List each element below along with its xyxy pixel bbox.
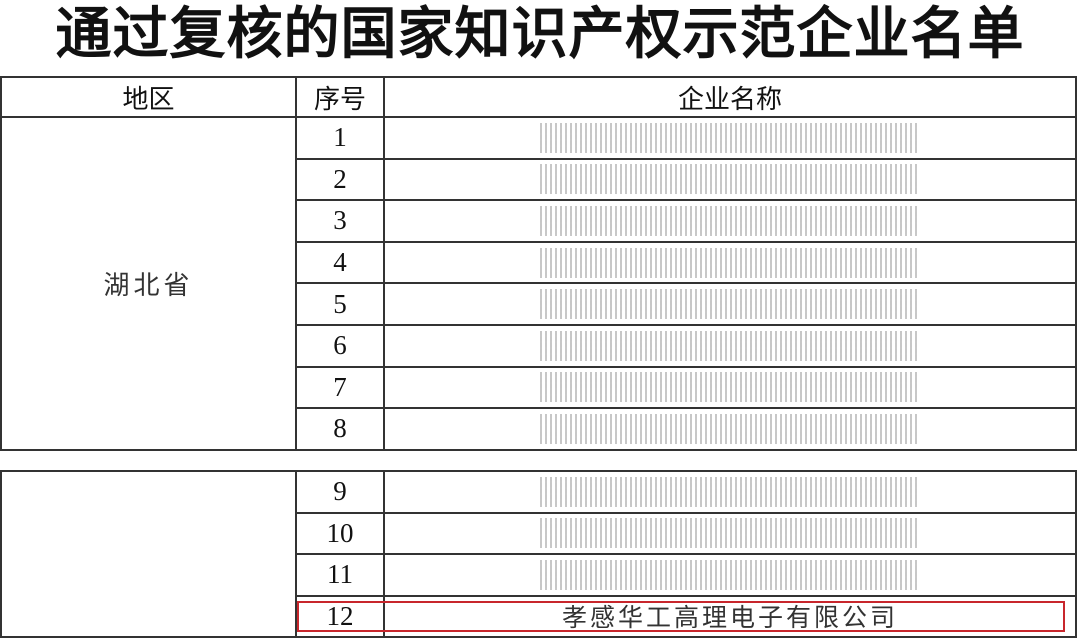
redacted-company-name — [540, 476, 920, 507]
company-cell — [383, 511, 1077, 555]
company-cell — [383, 157, 1077, 202]
page-title: 通过复核的国家知识产权示范企业名单 — [55, 2, 1025, 67]
index-cell: 2 — [295, 157, 385, 202]
table-row: 8 — [1, 407, 1077, 451]
group-hubei: 湖北省 1 2 3 4 5 6 7 8 — [0, 116, 1077, 451]
table-header-row: 地区 序号 企业名称 — [0, 76, 1077, 118]
table-row: 5 — [1, 282, 1077, 326]
index-cell: 8 — [295, 407, 385, 451]
redacted-company-name — [540, 413, 920, 444]
region-cell: 湖北省 — [0, 116, 297, 451]
group-continued: 9 10 11 12 孝感华工高理电子有限公司 — [0, 470, 1077, 638]
company-cell — [383, 199, 1077, 243]
table-row: 9 — [0, 470, 1077, 638]
index-cell: 1 — [295, 116, 385, 160]
redacted-company-name — [540, 518, 920, 549]
region-cell — [0, 470, 297, 638]
header-company: 企业名称 — [383, 76, 1077, 118]
header-index: 序号 — [295, 76, 385, 118]
redacted-company-name — [540, 122, 920, 153]
index-cell: 11 — [295, 553, 385, 597]
company-name: 孝感华工高理电子有限公司 — [561, 603, 898, 633]
company-cell — [383, 553, 1077, 597]
company-cell — [383, 407, 1077, 451]
redacted-company-name — [540, 559, 920, 590]
redacted-company-name — [540, 289, 920, 320]
redacted-company-name — [540, 372, 920, 403]
company-cell — [383, 240, 1077, 285]
index-cell: 6 — [295, 323, 385, 368]
table-row: 10 — [1, 511, 1077, 555]
company-cell: 孝感华工高理电子有限公司 — [383, 594, 1077, 638]
index-cell: 3 — [295, 199, 385, 243]
table-row: 湖北省 1 — [0, 116, 1077, 451]
table-row: 6 — [1, 323, 1077, 368]
company-cell — [383, 282, 1077, 326]
index-cell: 12 — [295, 594, 385, 638]
index-cell: 10 — [295, 511, 385, 555]
table-second: 9 10 11 12 孝感华工高理电子有限公司 — [0, 470, 1077, 638]
company-cell — [383, 365, 1077, 410]
index-cell: 4 — [295, 240, 385, 285]
redacted-company-name — [540, 330, 920, 361]
index-cell: 5 — [295, 282, 385, 326]
redacted-company-name — [540, 205, 920, 236]
index-cell: 7 — [295, 365, 385, 410]
index-cell: 9 — [295, 470, 385, 514]
table-row: 4 — [1, 240, 1077, 285]
table-row: 7 — [1, 365, 1077, 410]
table-row: 2 — [1, 157, 1077, 202]
table-first: 地区 序号 企业名称 湖北省 1 2 3 4 5 6 7 8 — [0, 76, 1077, 451]
company-cell — [383, 470, 1077, 514]
header-region: 地区 — [0, 76, 297, 118]
company-cell — [383, 116, 1077, 160]
company-cell — [383, 323, 1077, 368]
redacted-company-name — [540, 164, 920, 195]
redacted-company-name — [540, 247, 920, 278]
table-row: 11 — [1, 553, 1077, 597]
table-row: 3 — [1, 199, 1077, 243]
